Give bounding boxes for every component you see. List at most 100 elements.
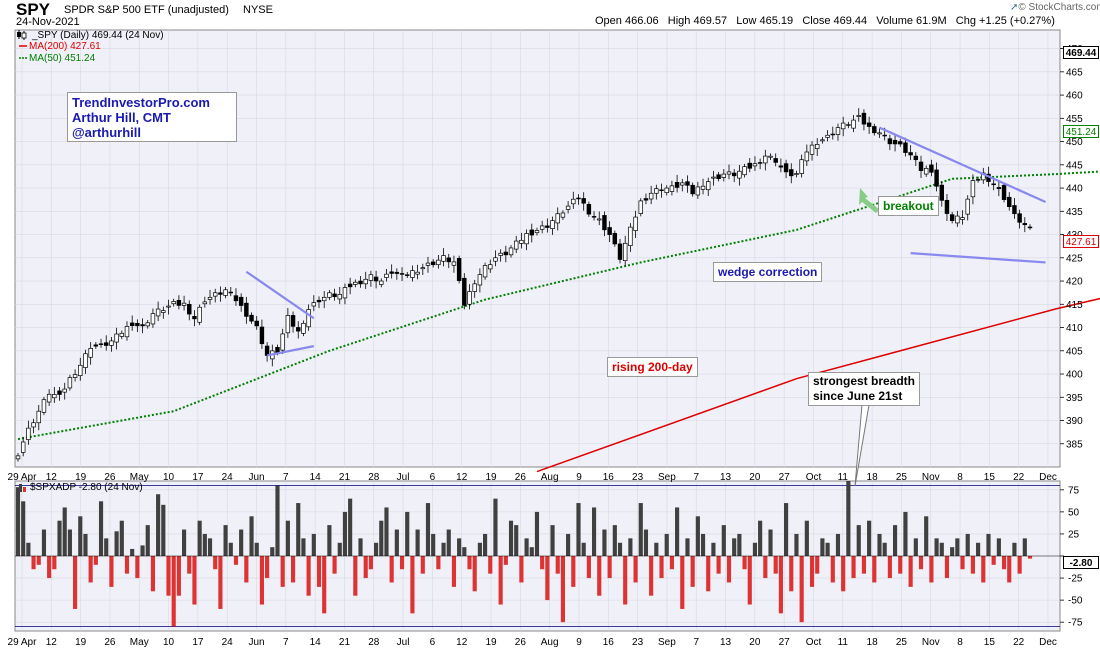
breadth-bar <box>529 547 534 556</box>
breadth-bar <box>996 538 1001 556</box>
price-x-tick-label: 16 <box>603 472 615 483</box>
breadth-x-tick-label: 26 <box>104 637 116 648</box>
breadth-x-tick-label: 17 <box>192 637 204 648</box>
candle-body <box>280 333 285 351</box>
last-close-tag: 469.44 <box>1063 46 1099 59</box>
breadth-x-tick-label: 7 <box>693 637 699 648</box>
breadth-bar <box>612 525 617 556</box>
candle-body <box>498 252 503 256</box>
candle-body <box>26 427 31 441</box>
candle-body <box>612 233 618 245</box>
breakout-label: breakout <box>878 196 939 216</box>
breadth-bar <box>591 507 597 556</box>
candle-body <box>306 309 311 328</box>
candle-body <box>669 185 675 192</box>
candle-body <box>264 345 270 356</box>
candle-body <box>192 316 197 320</box>
candle-body <box>415 271 420 275</box>
breadth-bar <box>410 556 415 614</box>
breadth-bar <box>171 556 176 627</box>
ticker-symbol: SPY <box>16 0 51 19</box>
candle-body <box>394 271 400 274</box>
candle-body <box>602 215 607 231</box>
breadth-bar <box>716 556 721 574</box>
candle-body <box>254 320 259 327</box>
price-x-tick-label: Sep <box>658 472 676 483</box>
candle-body <box>410 270 415 278</box>
breadth-bar <box>457 538 462 556</box>
candle-body <box>877 132 882 135</box>
breadth-bar <box>846 481 851 556</box>
candle-body <box>332 293 337 298</box>
candle-body <box>674 181 680 188</box>
breadth-bar <box>825 542 830 556</box>
candle-body <box>233 295 239 302</box>
breadth-bar <box>545 556 550 601</box>
price-x-tick-label: 27 <box>779 472 791 483</box>
breadth-bar <box>415 529 420 556</box>
wedge-trend-lines <box>245 126 1047 357</box>
candle-body <box>140 324 145 327</box>
candle-body <box>809 144 815 155</box>
breadth-bar <box>384 507 389 556</box>
breadth-x-tick-label: May <box>130 637 149 648</box>
breadth-bar <box>706 556 711 592</box>
breadth-last-tag: -2.80 <box>1063 556 1099 569</box>
candle-body <box>301 322 306 334</box>
candle-body <box>690 184 695 195</box>
price-x-tick-label: 19 <box>485 472 497 483</box>
breadth-callout-line2: since June 21st <box>813 389 903 403</box>
candle-body <box>425 262 431 266</box>
breadth-bar <box>851 556 856 579</box>
candle-body <box>451 261 457 266</box>
breadth-legend: $SPXADP -2.80 (24 Nov) <box>30 482 143 493</box>
price-y-tick-label: 415 <box>1066 300 1083 311</box>
price-candles <box>15 108 1033 462</box>
candle-body <box>944 199 950 214</box>
candle-body <box>949 214 955 221</box>
breadth-bar <box>1001 556 1007 570</box>
price-x-tick-label: 28 <box>368 472 380 483</box>
breadth-bar <box>145 525 150 556</box>
candle-body <box>680 182 685 186</box>
candle-body <box>757 162 763 164</box>
breadth-x-tick-label: 6 <box>430 637 436 648</box>
breadth-bar <box>550 525 555 556</box>
candle-body <box>88 348 93 358</box>
breadth-bar <box>1012 542 1017 556</box>
breadth-callout-line1: strongest breadth <box>813 374 916 388</box>
breadth-bar <box>467 556 472 570</box>
breadth-bar <box>451 556 457 587</box>
breadth-bar <box>332 556 337 574</box>
candle-body <box>597 218 602 221</box>
candle-body <box>389 271 394 274</box>
price-x-tick-label: 15 <box>984 472 996 483</box>
breadth-x-ticks: 29 Apr 12 19 26 May 10 17 24 Jun 7 14 21 28 Jul 6 12 19 2… <box>8 637 1057 648</box>
candle-body <box>664 187 669 193</box>
candle-body <box>737 170 742 179</box>
candle-body <box>695 186 701 196</box>
breadth-x-tick-label: 16 <box>603 637 615 648</box>
breadth-bar <box>181 529 187 556</box>
price-x-tick-label: 8 <box>957 472 963 483</box>
candle-body <box>856 115 861 117</box>
breadth-bar <box>249 516 254 556</box>
breadth-bar <box>924 516 929 556</box>
candle-body <box>607 227 612 235</box>
breadth-bar <box>399 556 405 570</box>
candle-body <box>866 122 872 127</box>
breadth-bar <box>721 525 726 556</box>
breadth-bar <box>239 529 244 556</box>
candle-body <box>903 142 908 153</box>
breadth-bar <box>607 556 612 579</box>
ma200-legend: MA(200) 427.61 <box>29 41 101 52</box>
price-x-tick-label: 20 <box>749 472 761 483</box>
ticker-description: SPDR S&P 500 ETF (unadjusted) <box>64 4 229 16</box>
price-y-tick-label: 385 <box>1066 439 1083 450</box>
candle-body <box>207 296 213 300</box>
ma50-legend: MA(50) 451.24 <box>29 53 96 64</box>
breadth-bar <box>929 556 934 583</box>
price-y-tick-label: 450 <box>1066 137 1083 148</box>
breadth-bar <box>643 529 649 556</box>
breadth-bar <box>301 538 306 556</box>
